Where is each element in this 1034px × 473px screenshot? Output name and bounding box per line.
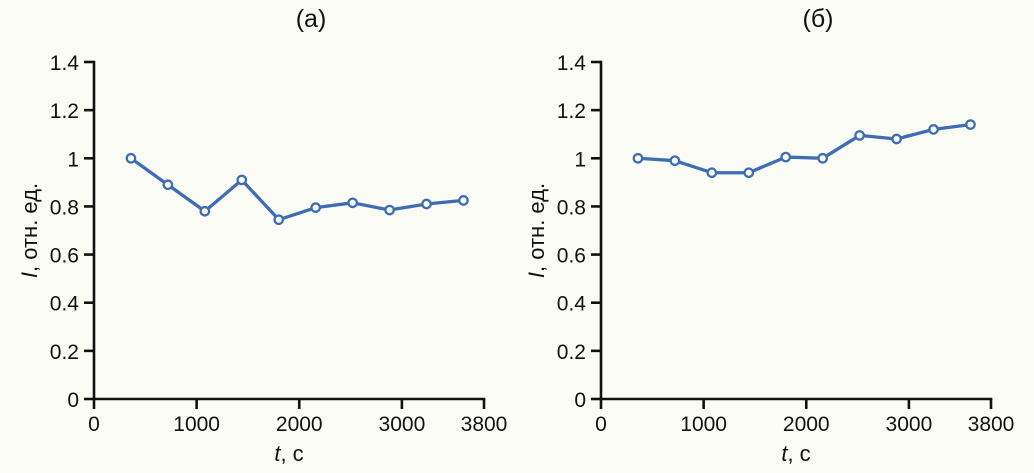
- data-point-marker: [199, 205, 211, 217]
- y-axis-tick-label: 0.4: [557, 293, 587, 316]
- y-axis-tick-label: 1: [574, 148, 586, 171]
- axes-spines: [599, 60, 993, 401]
- series-line: [636, 122, 973, 175]
- y-axis-tick-label: 0.6: [50, 245, 79, 268]
- x-axis-tick-label: 2000: [783, 413, 830, 436]
- subplot-b-title: (б): [802, 5, 834, 33]
- data-point-marker: [273, 214, 285, 226]
- data-point-marker: [743, 167, 755, 179]
- x-axis-tick-label: 1000: [680, 413, 727, 436]
- data-point-marker: [891, 133, 902, 145]
- data-point-marker: [817, 152, 829, 164]
- subplot-b-canvas: 0 0.2 0.4 0.6 0.8 1 1.2 1.4 0 1000 2000 3000 3800 t, …: [524, 52, 1015, 466]
- y-axis-tick-label: 1.4: [50, 52, 80, 75]
- data-point-marker: [384, 204, 395, 216]
- x-axis-label: t, с: [274, 441, 303, 466]
- data-point-marker: [236, 174, 248, 186]
- data-point-marker: [162, 179, 174, 191]
- y-axis-tick-label: 0.4: [50, 293, 80, 316]
- data-point-marker: [458, 195, 469, 206]
- x-axis-tick-label: 3000: [379, 413, 426, 436]
- subplot-a-title: (а): [295, 5, 327, 33]
- y-axis-tick-label: 1.2: [50, 100, 79, 123]
- x-axis-tick-label: 3800: [968, 413, 1015, 436]
- x-axis-tick-label: 3000: [886, 413, 933, 436]
- data-point-marker: [965, 119, 976, 130]
- data-point-marker: [632, 152, 644, 164]
- x-axis-tick-label: 1000: [173, 413, 220, 436]
- y-axis-tick-label: 1: [67, 148, 79, 171]
- x-axis-tick-label: 0: [595, 413, 607, 436]
- data-point-marker: [780, 151, 792, 163]
- y-axis-tick-label: 1.4: [557, 52, 587, 75]
- y-axis-label: I, отн. ед.: [17, 183, 42, 278]
- y-axis-tick-label: 1.2: [557, 100, 586, 123]
- y-axis-tick-label: 0.6: [557, 245, 586, 268]
- data-point-marker: [421, 198, 432, 210]
- data-point-marker: [347, 197, 358, 209]
- data-point-marker: [854, 130, 865, 141]
- data-point-marker: [928, 124, 939, 135]
- x-axis-tick-label: 0: [88, 413, 100, 436]
- data-point-marker: [310, 202, 322, 213]
- axes-spines: [92, 60, 486, 401]
- series-line: [129, 156, 466, 222]
- x-axis-tick-label: 3800: [461, 413, 508, 436]
- y-axis-tick-label: 0.2: [557, 341, 586, 364]
- y-axis-label: I, отн. ед.: [524, 183, 549, 278]
- subplot-a-canvas: 0 0.2 0.4 0.6 0.8 1 1.2 1.4 0 1000 2000 3000 3800 t, …: [17, 52, 508, 466]
- data-point-marker: [125, 152, 137, 164]
- x-axis-tick-label: 2000: [276, 413, 323, 436]
- subplot-a: (а) 0 0.2 0.4 0.6 0.8 1 1.2 1.4 0 1000 2000 3000 380…: [17, 5, 508, 466]
- subplot-b: (б) 0 0.2 0.4 0.6 0.8 1 1.2 1.4 0 1000 2000 3000 380…: [507, 0, 1024, 473]
- x-axis-label: t, с: [781, 441, 810, 466]
- y-axis-tick-label: 0.8: [557, 196, 586, 219]
- y-axis-tick-label: 0.2: [50, 341, 79, 364]
- data-point-marker: [669, 155, 681, 167]
- y-axis-tick-label: 0: [67, 389, 79, 412]
- y-axis-tick-label: 0: [574, 389, 586, 412]
- data-point-marker: [706, 167, 718, 179]
- y-axis-tick-label: 0.8: [50, 196, 79, 219]
